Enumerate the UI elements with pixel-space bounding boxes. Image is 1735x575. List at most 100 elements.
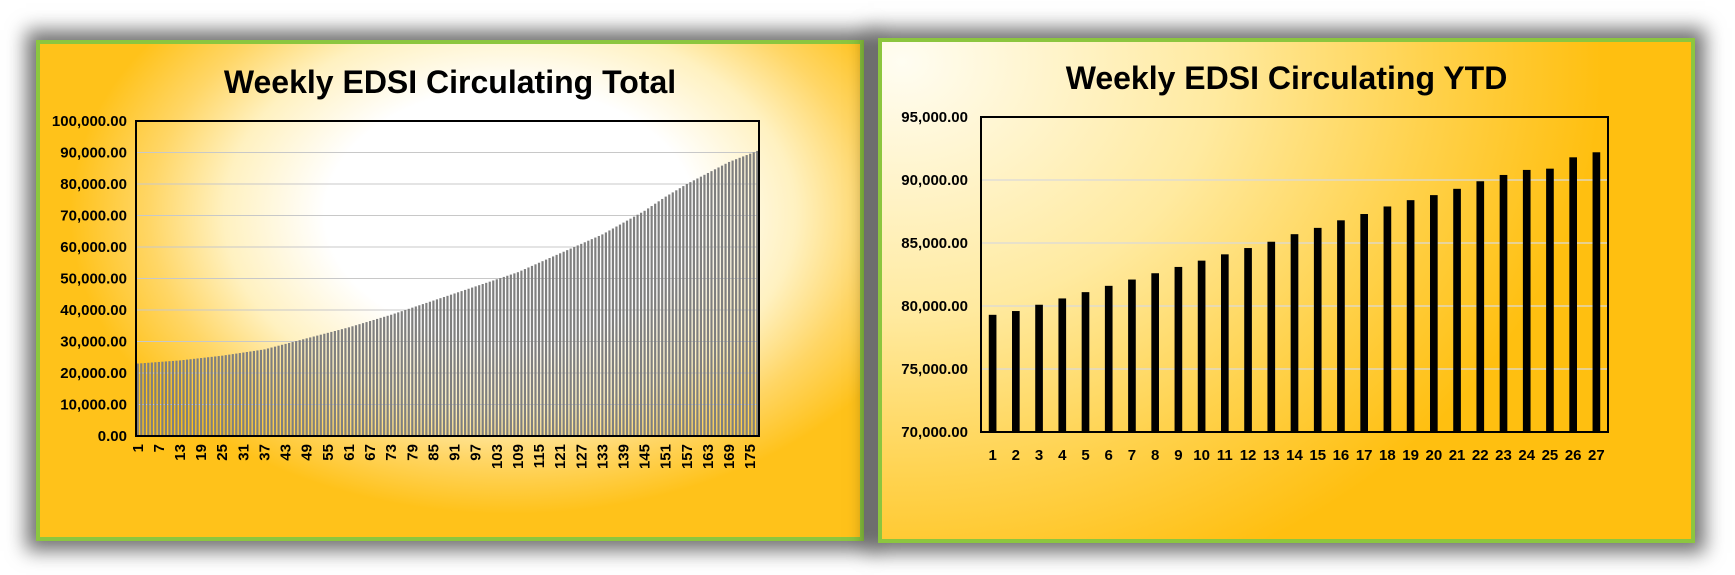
bar	[256, 350, 259, 436]
bar	[661, 198, 664, 436]
bar	[682, 186, 685, 436]
y-tick-label: 30,000.00	[60, 334, 127, 351]
x-tick-label: 79	[404, 444, 421, 461]
x-tick-label: 1	[988, 447, 996, 464]
bar	[735, 159, 738, 436]
bar	[407, 308, 410, 436]
y-tick-label: 85,000.00	[901, 235, 968, 252]
bar	[414, 306, 417, 436]
bar	[453, 293, 456, 436]
y-tick-label: 0.00	[98, 428, 127, 445]
bar	[749, 153, 752, 436]
bar	[576, 245, 579, 436]
bar	[1081, 292, 1090, 432]
bar	[597, 235, 600, 436]
bar	[696, 178, 699, 437]
x-tick-label: 37	[256, 444, 273, 461]
bar	[1197, 260, 1206, 432]
bar	[425, 302, 428, 436]
y-tick-label: 100,000.00	[52, 113, 127, 130]
bar	[710, 171, 713, 436]
bar	[231, 354, 234, 436]
y-tick-label: 50,000.00	[60, 271, 127, 288]
bar	[478, 285, 481, 436]
x-tick-label: 91	[447, 444, 464, 461]
bar	[534, 264, 537, 436]
bar	[636, 214, 639, 436]
bar	[383, 316, 386, 436]
bar	[657, 201, 660, 436]
x-tick-label: 10	[1193, 447, 1210, 464]
bar	[224, 355, 227, 436]
bar	[164, 361, 168, 436]
bar	[214, 356, 217, 436]
x-tick-label: 67	[362, 444, 379, 461]
bar	[474, 286, 477, 436]
x-tick-label: 151	[658, 444, 675, 469]
bar	[988, 314, 997, 432]
bar	[1035, 304, 1043, 432]
bar	[731, 160, 734, 436]
bar	[418, 305, 421, 436]
bar	[668, 194, 671, 436]
bar	[302, 339, 305, 436]
x-tick-label: 121	[552, 444, 569, 469]
bar	[372, 319, 375, 436]
bar	[354, 325, 358, 436]
bar	[513, 273, 516, 436]
bar	[703, 174, 706, 436]
x-tick-label: 9	[1174, 447, 1182, 464]
y-tick-label: 90,000.00	[901, 172, 968, 189]
chart-circulating-total: 0.00 10,000.00 20,000.00 30,000.00 40,000.00…	[52, 113, 760, 469]
bar	[221, 355, 224, 436]
x-tick-label: 7	[1128, 447, 1136, 464]
x-tick-label: 13	[1263, 447, 1280, 464]
x-tick-label: 61	[341, 444, 358, 461]
y-tick-label: 60,000.00	[60, 239, 127, 256]
bar	[185, 359, 189, 436]
x-tick-label: 14	[1286, 447, 1303, 464]
bar	[273, 346, 277, 436]
bar	[587, 240, 590, 436]
bar	[217, 356, 220, 436]
bar	[675, 190, 678, 436]
x-tick-label: 19	[1402, 447, 1419, 464]
bar	[316, 335, 319, 436]
bar	[210, 356, 213, 436]
bar	[506, 275, 509, 436]
bar	[178, 360, 182, 436]
bar	[509, 274, 512, 436]
bar	[361, 323, 365, 436]
bar	[552, 256, 555, 436]
bar	[456, 292, 460, 436]
bar	[488, 281, 491, 436]
bar	[471, 287, 474, 436]
x-tick-label: 109	[510, 444, 527, 469]
bar	[347, 327, 351, 436]
bar	[594, 237, 597, 436]
bar	[189, 359, 192, 436]
x-tick-label: 3	[1035, 447, 1043, 464]
y-tick-label: 75,000.00	[901, 361, 968, 378]
bar	[699, 176, 703, 436]
bar	[720, 165, 724, 436]
bar	[544, 259, 548, 436]
bar	[559, 253, 562, 436]
bar	[527, 267, 530, 436]
x-tick-label: 23	[1495, 447, 1512, 464]
bar	[376, 318, 379, 436]
bar	[333, 331, 336, 436]
x-tick-label: 127	[573, 444, 590, 469]
bar	[154, 362, 157, 436]
bar	[604, 232, 607, 436]
bar	[1360, 214, 1368, 432]
bar	[1244, 248, 1252, 432]
bar	[298, 340, 301, 436]
bar	[326, 332, 329, 436]
bar	[727, 161, 731, 436]
x-tick-label: 103	[489, 444, 506, 469]
bar	[390, 314, 393, 436]
chart-panel-circulating-ytd: Weekly EDSI Circulating YTD 70,000.00 75,…	[878, 38, 1695, 543]
bar	[1546, 168, 1554, 432]
